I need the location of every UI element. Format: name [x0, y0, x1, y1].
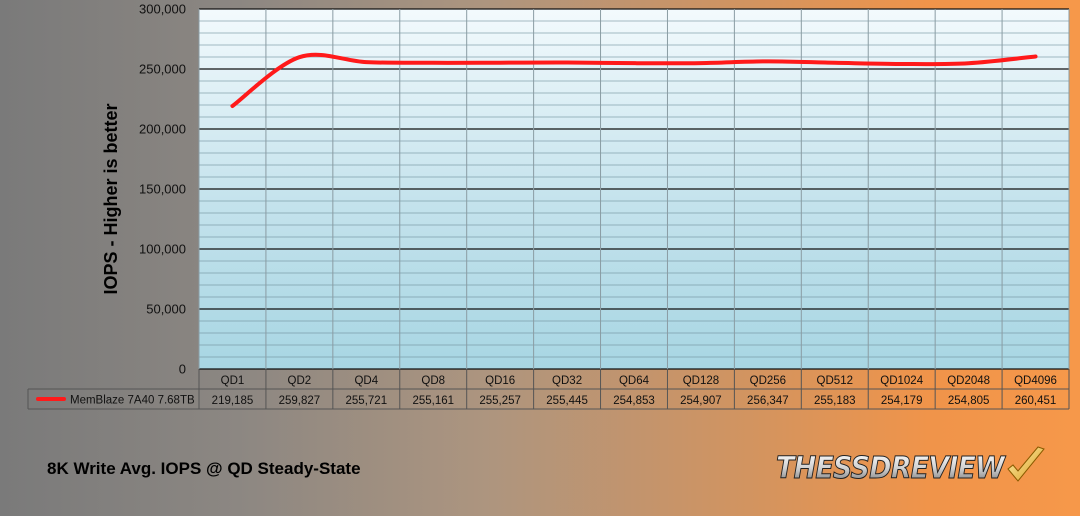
legend-label: MemBlaze 7A40 7.68TB [70, 395, 195, 407]
x-category-label: QD16 [485, 375, 515, 387]
logo-text: THESSDREVIEW [776, 451, 1007, 486]
data-point [297, 55, 301, 59]
checkmark-icon [1007, 446, 1045, 482]
data-table-value: 254,805 [948, 395, 990, 407]
data-table-value: 255,721 [346, 395, 388, 407]
y-tick-label: 0 [179, 362, 186, 377]
y-axis-ticks: 0 50,000 100,000 150,000 200,000 250,000 300,0… [139, 2, 186, 377]
data-point [699, 61, 703, 65]
x-category-label: QD32 [552, 375, 582, 387]
y-tick-label: 50,000 [146, 302, 186, 317]
data-table-value: 255,257 [479, 395, 521, 407]
x-category-label: QD256 [750, 375, 786, 387]
y-axis-label: IOPS - Higher is better [101, 103, 121, 294]
y-tick-label: 150,000 [139, 182, 186, 197]
y-tick-label: 200,000 [139, 122, 186, 137]
data-point [632, 61, 636, 65]
data-table-value: 255,183 [814, 395, 856, 407]
data-table-value: 254,179 [881, 395, 923, 407]
data-point [230, 104, 234, 108]
data-point [498, 61, 502, 65]
data-table-value: 256,347 [747, 395, 789, 407]
data-point [431, 61, 435, 65]
vertical-gridlines [198, 9, 1070, 369]
data-table-value: 254,907 [680, 395, 722, 407]
chart-caption: 8K Write Avg. IOPS @ QD Steady-State [47, 459, 361, 478]
data-table-value: 260,451 [1015, 395, 1057, 407]
x-category-label: QD64 [619, 375, 650, 387]
x-category-label: QD4096 [1014, 375, 1057, 387]
y-tick-label: 300,000 [139, 2, 186, 17]
thessdreview-logo: THESSDREVIEW [776, 446, 1045, 487]
data-table: QD1 QD2 QD4 QD8 QD16 QD32 QD64 QD128 QD256 QD512 Q… [27, 369, 1070, 410]
x-category-label: QD128 [683, 375, 719, 387]
data-table-value: 219,185 [212, 395, 254, 407]
x-category-label: QD8 [421, 375, 445, 387]
x-category-label: QD1024 [880, 375, 923, 387]
series-group [230, 52, 1038, 108]
x-category-label: QD2 [288, 375, 312, 387]
major-gridlines [199, 8, 1069, 370]
data-table-value: 259,827 [279, 395, 321, 407]
x-category-label: QD4 [354, 375, 378, 387]
data-point [565, 60, 569, 64]
y-tick-label: 250,000 [139, 62, 186, 77]
data-point [364, 60, 368, 64]
x-category-label: QD512 [817, 375, 853, 387]
data-point [766, 59, 770, 63]
x-category-label: QD2048 [947, 375, 990, 387]
data-point [833, 61, 837, 65]
data-table-value: 255,161 [412, 395, 454, 407]
data-point [900, 62, 904, 66]
data-point [1034, 54, 1038, 58]
minor-gridlines [199, 20, 1069, 358]
data-table-value: 255,445 [546, 395, 588, 407]
data-point [967, 61, 971, 65]
x-category-label: QD1 [221, 375, 245, 387]
y-tick-label: 100,000 [139, 242, 186, 257]
data-table-value: 254,853 [613, 395, 655, 407]
